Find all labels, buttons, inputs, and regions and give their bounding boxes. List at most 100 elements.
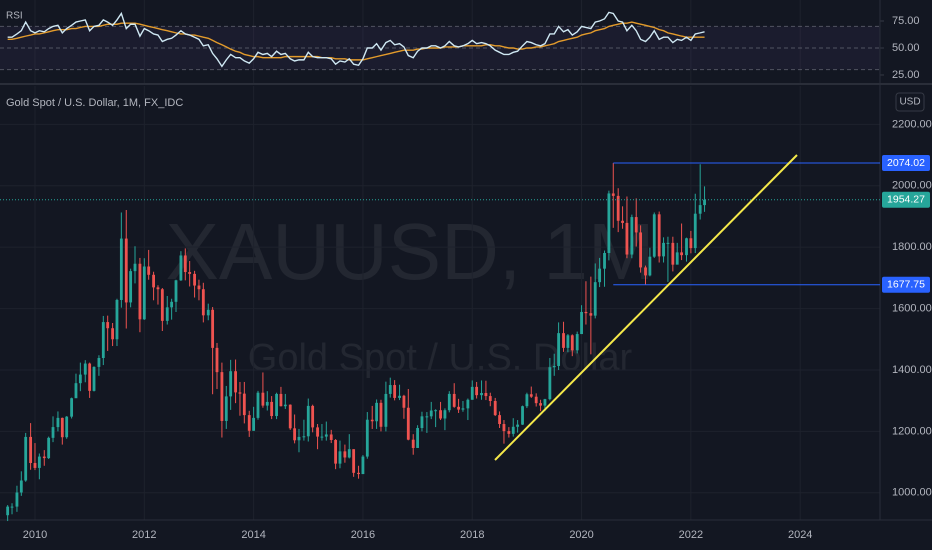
candle-body: [388, 385, 392, 394]
candle-body: [516, 424, 520, 427]
candle-body: [557, 333, 561, 366]
candle-body: [10, 506, 14, 508]
y-tick-label: 2200.00: [892, 118, 932, 130]
candle-body: [343, 451, 347, 458]
candle-body: [252, 417, 256, 431]
candle-body: [361, 456, 365, 475]
candle-body: [51, 427, 55, 438]
y-tick-label: 1000.00: [892, 487, 932, 499]
y-tick-label: 2000.00: [892, 180, 932, 192]
candle-body: [42, 456, 46, 459]
candle-body: [119, 238, 123, 300]
rsi-panel: 25.00 50.00 75.00: [0, 11, 920, 81]
candle-body: [685, 238, 688, 256]
candle-body: [179, 255, 183, 281]
currency-button[interactable]: [895, 92, 925, 112]
candle-body: [552, 365, 556, 368]
x-tick-label: 2016: [351, 529, 375, 541]
candle-body: [461, 408, 465, 410]
last-price-box: [882, 191, 930, 208]
candle-body: [534, 396, 538, 404]
candle-body: [37, 456, 41, 468]
candle-body: [24, 436, 28, 481]
candle-body: [562, 333, 565, 348]
candle-body: [270, 401, 274, 417]
x-tick-label: 2012: [132, 529, 156, 541]
candle-body: [324, 434, 328, 437]
candle-body: [434, 410, 438, 412]
candle-body: [589, 313, 593, 316]
candle-body: [211, 309, 215, 348]
level-label-box: [882, 276, 930, 293]
candle-body: [347, 449, 351, 458]
candle-body: [607, 193, 611, 253]
candle-body: [666, 242, 670, 244]
candle-body: [384, 393, 388, 427]
candle-body: [238, 392, 242, 394]
candle-body: [224, 396, 228, 421]
candle-body: [19, 480, 23, 493]
candle-body: [379, 402, 383, 427]
candle-body: [275, 393, 278, 417]
candle-body: [133, 263, 137, 272]
candle-body: [698, 205, 702, 214]
candle-body: [393, 385, 397, 398]
candle-body: [611, 193, 615, 196]
candle-body: [201, 289, 205, 316]
candle-body: [33, 463, 37, 468]
rsi-title: RSI: [6, 11, 23, 22]
candle-body: [425, 416, 429, 418]
candle-body: [525, 394, 529, 407]
candle-body: [625, 222, 629, 255]
level-label: 2074.02: [887, 157, 925, 169]
candle-body: [529, 394, 533, 397]
candle-body: [56, 417, 60, 428]
rsi-tick-label: 25.00: [892, 69, 920, 81]
watermark-subtitle: Gold Spot / U.S. Dollar: [248, 337, 633, 379]
candle-body: [242, 393, 246, 416]
candle-body: [160, 289, 164, 321]
candle-body: [357, 472, 360, 475]
candle-body: [106, 322, 110, 329]
x-tick-label: 2018: [460, 529, 484, 541]
candle-body: [675, 252, 679, 265]
candle-body: [156, 287, 160, 290]
candle-body: [648, 256, 652, 276]
candle-body: [338, 451, 342, 464]
candle-body: [570, 335, 574, 351]
candle-body: [92, 366, 96, 391]
candle-body: [279, 393, 283, 407]
candle-body: [129, 271, 133, 303]
candle-body: [101, 322, 105, 359]
candle-body: [165, 307, 169, 321]
rsi-tick-label: 50.00: [892, 42, 920, 54]
candle-body: [293, 428, 297, 441]
candle-body: [644, 267, 647, 276]
candle-body: [152, 274, 156, 288]
watermark-layer: XAUUSD, 1M Gold Spot / U.S. Dollar: [166, 207, 655, 379]
y-tick-label: 1200.00: [892, 425, 932, 437]
candle-body: [575, 334, 579, 351]
candle-body: [543, 399, 547, 406]
candle-body: [452, 393, 456, 407]
candle-body: [466, 399, 470, 409]
rsi-line: [7, 11, 705, 68]
x-tick-label: 2022: [679, 529, 703, 541]
candle-body: [124, 238, 128, 303]
candle-body: [138, 263, 142, 320]
trend-line: [494, 154, 798, 461]
candle-body: [197, 285, 201, 290]
candle-body: [297, 436, 301, 441]
y-tick-label: 1400.00: [892, 364, 932, 376]
candle-body: [229, 371, 233, 397]
candle-body: [593, 282, 597, 316]
candle-body: [411, 439, 415, 448]
candle-body: [616, 195, 620, 221]
candle-body: [193, 273, 196, 286]
candle-body: [147, 266, 151, 275]
candle-body: [283, 404, 287, 407]
candle-body: [316, 427, 319, 437]
candle-body: [15, 492, 19, 507]
candle-body: [70, 398, 74, 417]
